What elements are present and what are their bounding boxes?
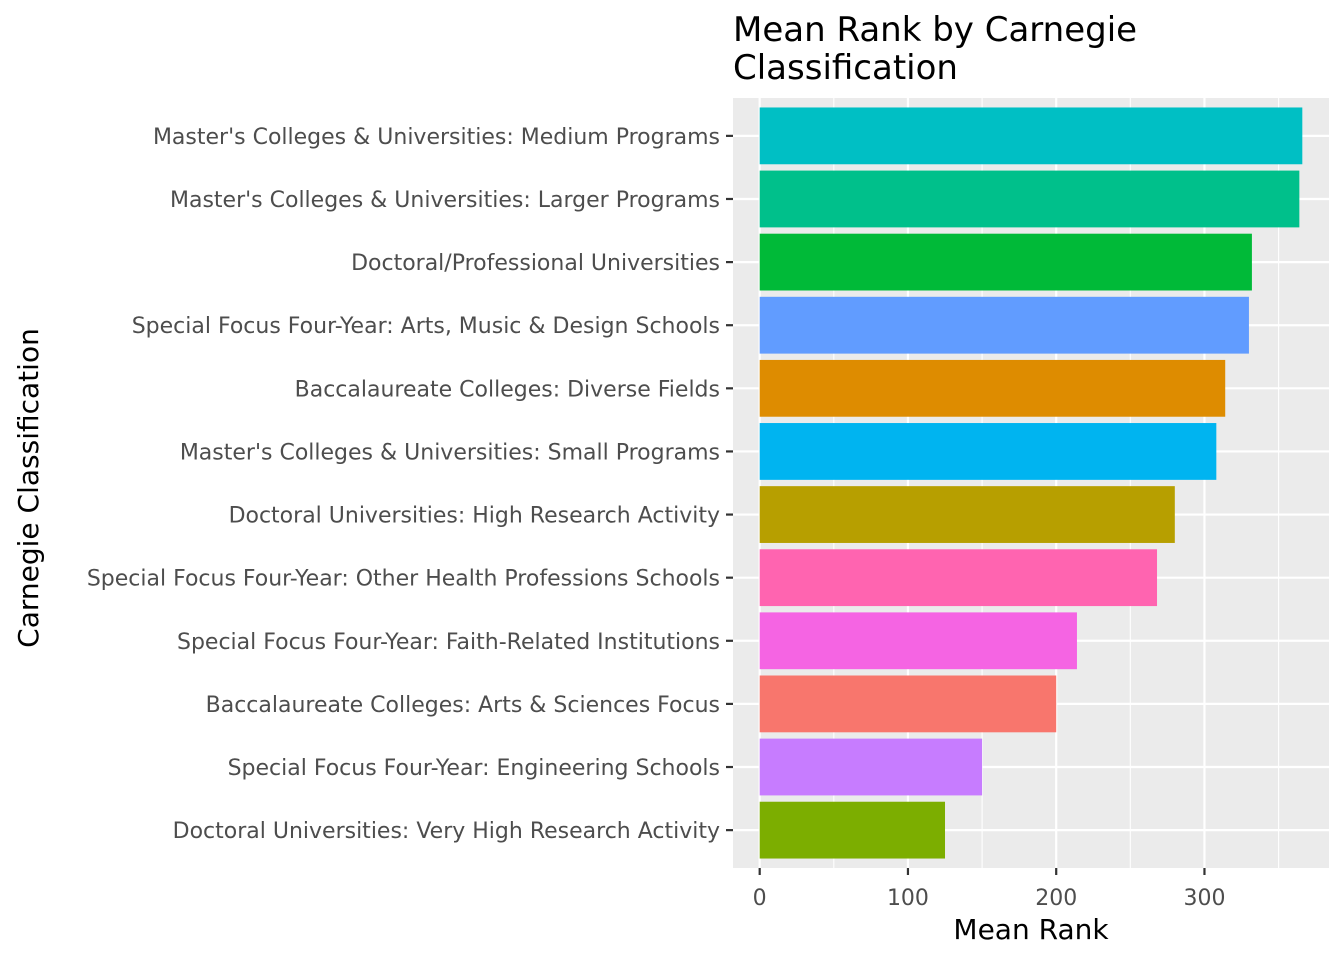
y-tick-label: Doctoral/Professional Universities (351, 251, 720, 276)
y-axis-title: Carnegie Classification (12, 328, 45, 648)
y-tick-label: Master's Colleges & Universities: Medium… (153, 125, 720, 150)
bar (759, 486, 1175, 543)
x-tick-label: 100 (887, 886, 929, 911)
chart-title-line-1: Mean Rank by Carnegie (733, 10, 1137, 50)
y-tick-label: Baccalaureate Colleges: Diverse Fields (295, 377, 720, 402)
bar (759, 296, 1249, 354)
bar (759, 359, 1226, 417)
bar (759, 549, 1158, 607)
bar (759, 612, 1077, 670)
bar (759, 233, 1252, 291)
bar (759, 675, 1057, 733)
bar (759, 107, 1303, 165)
y-tick-label: Doctoral Universities: Very High Researc… (173, 819, 720, 844)
x-tick-label: 200 (1035, 886, 1077, 911)
bar (759, 170, 1300, 228)
y-tick-label: Special Focus Four-Year: Faith-Related I… (177, 630, 720, 655)
x-tick-label: 0 (753, 886, 767, 911)
y-axis: Master's Colleges & Universities: Medium… (87, 125, 733, 844)
bars (759, 107, 1303, 859)
x-tick-label: 300 (1183, 886, 1225, 911)
bar (759, 423, 1217, 480)
chart-title-line-2: Classification (733, 48, 958, 88)
y-tick-label: Master's Colleges & Universities: Larger… (170, 188, 720, 213)
bar (759, 738, 983, 796)
x-axis: 0 100 200 300 (753, 868, 1225, 911)
y-tick-label: Special Focus Four-Year: Engineering Sch… (228, 756, 720, 781)
bar (759, 801, 946, 859)
y-tick-label: Doctoral Universities: High Research Act… (229, 504, 720, 529)
y-tick-label: Master's Colleges & Universities: Small … (180, 440, 720, 465)
y-tick-label: Special Focus Four-Year: Arts, Music & D… (132, 314, 720, 339)
y-tick-label: Baccalaureate Colleges: Arts & Sciences … (206, 693, 720, 718)
y-tick-label: Special Focus Four-Year: Other Health Pr… (87, 567, 720, 592)
x-axis-title: Mean Rank (953, 913, 1109, 946)
